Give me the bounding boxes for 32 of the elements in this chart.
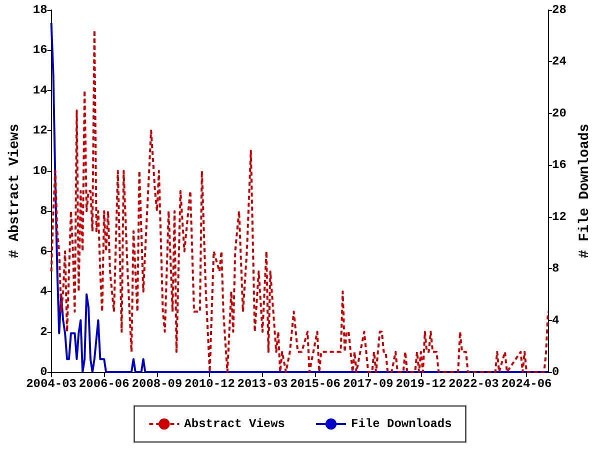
x-tick-label: 2019-12 <box>396 377 446 391</box>
y2-tick-label: 16 <box>552 158 566 172</box>
y-tick-label: 6 <box>40 244 48 258</box>
y-axis-title: # Abstract Views <box>7 124 23 258</box>
x-tick-label: 2015-06 <box>290 377 341 391</box>
y-tick-label: 8 <box>40 204 48 218</box>
y2-tick-label: 4 <box>552 313 560 328</box>
x-tick-label: 2004-03 <box>26 377 77 391</box>
x-tick-label: 2008-09 <box>132 377 182 391</box>
x-tick-label: 2010-12 <box>184 377 235 391</box>
y-tick-label: 0 <box>40 365 48 379</box>
x-tick-label: 2022-03 <box>448 377 499 391</box>
y2-tick-label: 0 <box>552 365 560 379</box>
y2-axis-title: # File Downloads <box>577 124 593 258</box>
x-tick-label: 2024-06 <box>501 377 552 391</box>
x-tick-label: 2006-06 <box>78 377 130 391</box>
x-tick-label: 2017-09 <box>342 377 394 391</box>
y-tick-label: 4 <box>40 284 48 299</box>
y-tick-label: 16 <box>32 43 48 58</box>
y2-tick-label: 20 <box>552 106 566 120</box>
y-tick-label: 12 <box>32 124 48 138</box>
y2-tick-label: 24 <box>552 54 566 69</box>
y2-tick-label: 12 <box>552 210 566 224</box>
y2-tick-label: 8 <box>552 262 560 276</box>
y2-tick-label: 28 <box>552 3 566 17</box>
x-tick-label: 2013-03 <box>237 377 288 391</box>
y-tick-label: 14 <box>32 83 48 98</box>
legend-label: File Downloads <box>351 417 452 431</box>
y-tick-label: 10 <box>32 164 48 178</box>
y-tick-label: 2 <box>40 324 48 339</box>
legend-label: Abstract Views <box>184 417 286 431</box>
y-tick-label: 18 <box>32 3 48 17</box>
